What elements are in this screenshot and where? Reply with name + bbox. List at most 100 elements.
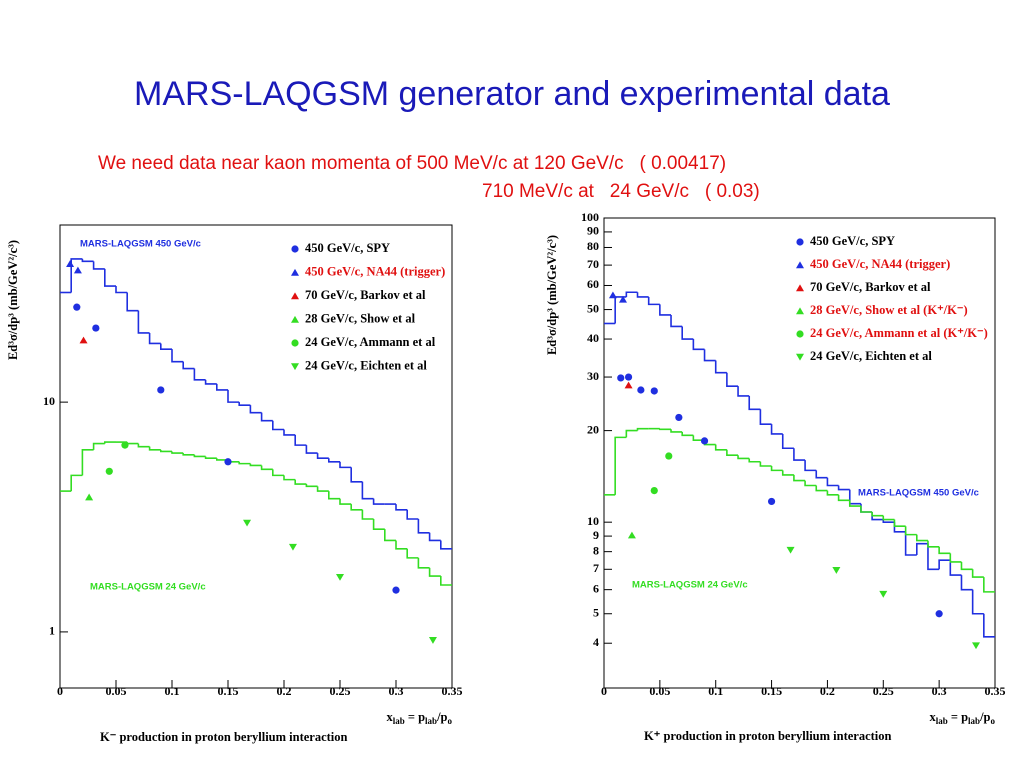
histogram-bin [748,395,761,411]
data-point [157,386,165,394]
data-point [85,493,94,501]
histogram-bin [949,553,962,563]
y-tick-label: 4 [593,635,599,649]
legend-label: 450 GeV/c, SPY [810,234,895,248]
legend-marker [291,315,299,323]
x-tick-label: 0.3 [389,684,404,698]
histogram-bin [904,526,917,536]
data-point [617,374,625,382]
histogram-bin [104,441,116,444]
legend-label: 24 GeV/c, Eichten et al [305,358,427,372]
data-point [627,531,636,539]
note-line: 710 MeV/c at 24 GeV/c ( 0.03) [482,181,760,202]
histogram-bin [860,503,873,513]
histogram-bin [395,504,408,511]
x-axis-label-part: = p [948,710,968,724]
histogram-bin [647,296,660,306]
histogram-bin [305,484,318,488]
histogram-bin [625,291,638,297]
plot-frame [603,217,996,689]
histogram-bin [748,458,761,463]
histogram-bin [692,339,705,351]
x-tick-label: 0 [601,684,607,698]
y-tick-label: 7 [593,561,599,575]
histogram-bin [148,446,161,451]
caption: K⁻ production in proton beryllium intera… [100,730,348,744]
data-point [879,590,888,598]
data-point [92,324,100,332]
x-axis-label-part: x [929,710,936,724]
histogram-bin [971,569,984,578]
y-tick-label: 30 [587,369,599,383]
legend-marker [291,363,299,371]
y-tick-label: 10 [587,514,599,528]
histogram-bin [294,479,307,485]
y-tick-label: 60 [587,277,599,291]
histogram-bin [137,310,150,334]
y-tick-label: 8 [593,543,599,557]
legend-label: 70 GeV/c, Barkov et al [305,288,426,302]
x-tick-label: 0 [57,684,63,698]
histogram-bin [92,261,105,270]
histogram-bin [793,474,806,482]
legend-marker [796,353,804,361]
x-tick-label: 0.1 [165,684,180,698]
histogram-bin [714,444,727,451]
histogram-bin [328,458,340,463]
x-axis-label-part: o [448,716,453,726]
histogram-bin [440,540,452,550]
y-tick-label: 5 [593,605,599,619]
histogram-bin [428,567,441,577]
histogram-bin [983,613,995,638]
histogram-bin [804,460,817,472]
x-axis-label: xlab = plab/po [386,710,452,726]
histogram-bin [692,435,705,441]
y-tick-label: 90 [587,224,599,238]
data-point [79,336,88,344]
x-tick-label: 0.15 [218,684,239,698]
histogram-bin [670,429,683,433]
x-tick-label: 0.2 [820,684,835,698]
data-point [650,387,658,395]
x-tick-label: 0.2 [277,684,292,698]
y-tick-label: 9 [593,528,599,542]
legend-label: 450 GeV/c, SPY [305,241,390,255]
histogram-bin [272,420,284,431]
histogram-bin [171,451,184,454]
data-point [73,303,81,311]
data-point [243,519,252,527]
legend-marker [796,261,804,269]
legend-label: 450 GeV/c, NA44 (trigger) [305,264,445,278]
histogram-bin [882,519,895,523]
histogram-bin [70,258,83,293]
data-point [675,413,683,422]
caption: K⁺ production in proton beryllium intera… [644,729,892,743]
histogram-bin [81,449,94,476]
legend-marker [796,330,804,338]
histogram-bin [759,461,772,467]
histogram-bin [417,519,430,534]
histogram-bin [804,480,817,487]
histogram-bin [182,453,195,456]
histogram-bin [260,412,273,422]
chart: 0 0.05 0.1 0.15 0.2 0.25 0.3 0.35 1 10 Ed³σ/dp³ (m… [6,224,463,744]
histogram-bin [759,409,772,425]
histogram-bin [204,456,217,460]
histogram-bin [328,491,340,500]
y-tick-label: 50 [587,301,599,315]
histogram-bin [238,461,251,465]
histogram-bin [227,389,240,403]
histogram-bin [737,455,750,460]
histogram-bin [726,449,739,457]
histogram-bin [703,349,716,362]
histogram-bin [614,436,627,495]
x-axis-label-part: lab [393,716,405,726]
data-point [786,546,795,554]
histogram-bin [826,490,839,496]
data-point [832,567,841,574]
histogram-label: MARS-LAQGSM 450 GeV/c [858,488,979,499]
histogram-bin [350,467,363,483]
data-point [650,487,658,495]
histogram-bin [372,498,385,505]
data-point [66,260,75,267]
